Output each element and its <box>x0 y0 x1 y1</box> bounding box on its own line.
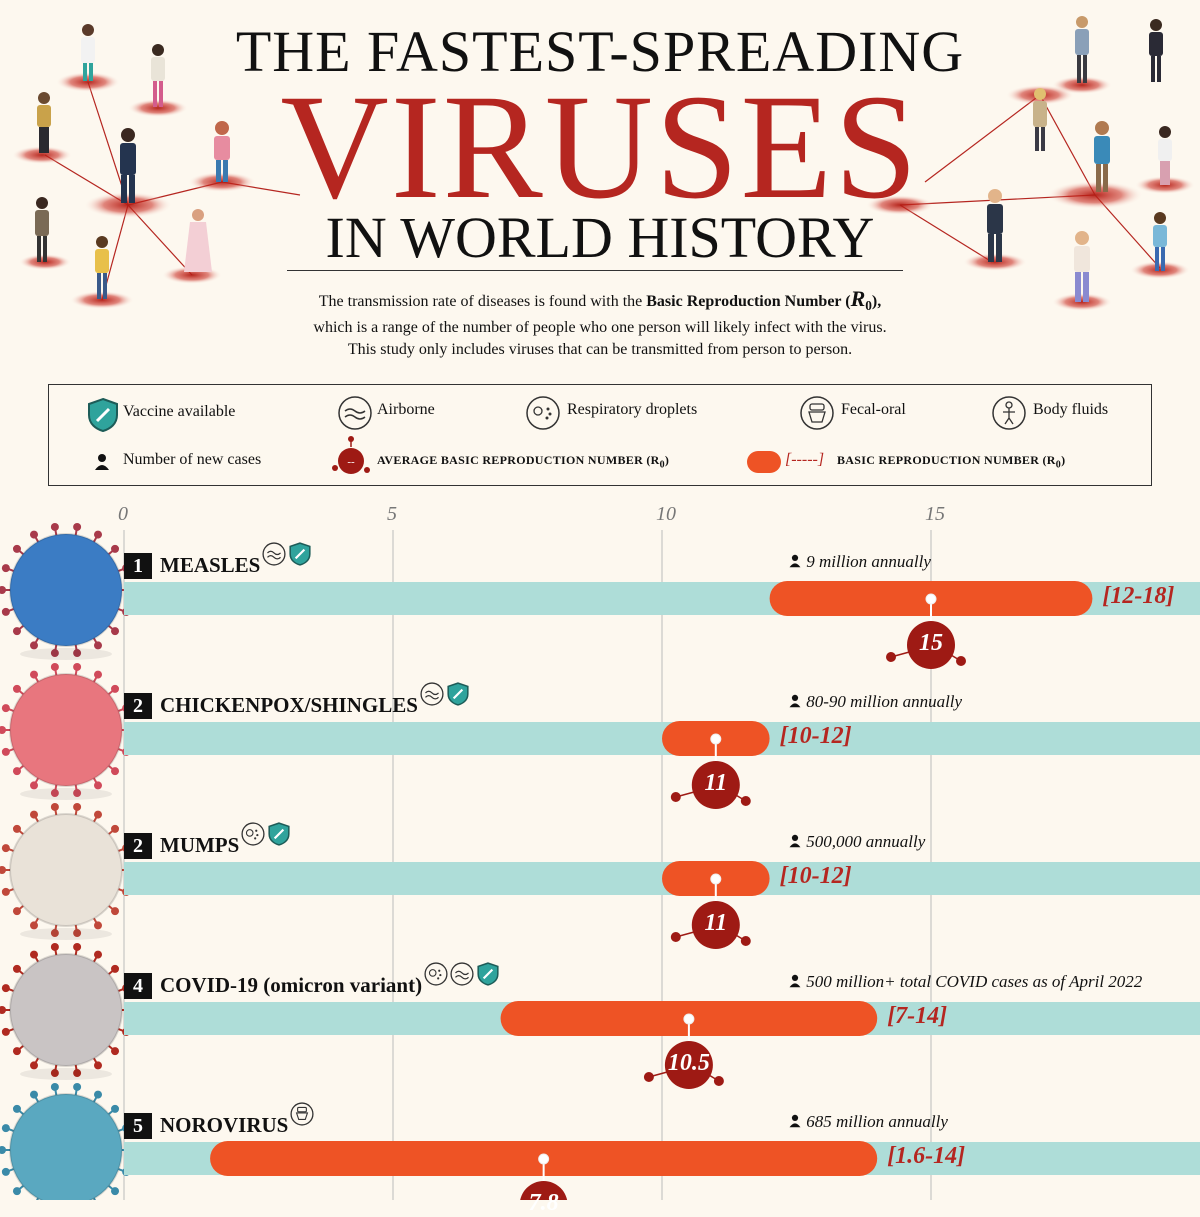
rank-badge: 2 <box>124 833 152 859</box>
respiratory-droplets-icon <box>241 822 265 846</box>
legend-range-r0: BASIC REPRODUCTION NUMBER (R0) <box>837 453 1066 471</box>
avg-value-label: 7.8 <box>528 1190 559 1216</box>
fecal-oral-icon <box>290 1102 314 1126</box>
legend-box: Vaccine available Airborne Respiratory d… <box>48 384 1152 486</box>
person-icon <box>789 974 801 988</box>
avg-marker <box>691 901 740 949</box>
range-label: [10-12] <box>779 723 852 749</box>
legend-new-cases: Number of new cases <box>123 451 262 468</box>
vaccine-icon <box>268 822 290 846</box>
x-tick-label: 5 <box>387 503 397 525</box>
virus-name: MEASLES <box>160 553 261 577</box>
x-tick-label: 0 <box>118 503 128 525</box>
airborne-icon <box>338 396 372 430</box>
rank-badge: 4 <box>124 973 152 999</box>
r0-chart: 0 5 10 15 1 MEASLES 9 million annually [12-18]… <box>0 490 1200 1216</box>
chart-labels: 0 5 10 15 1 MEASLES 9 million annually [12-18]… <box>0 490 1200 1216</box>
new-cases-value: 80-90 million annually <box>806 692 963 711</box>
avg-point <box>925 593 937 605</box>
x-tick-label: 15 <box>925 503 945 525</box>
person-icon <box>789 694 801 708</box>
avg-value-label: 11 <box>704 770 728 796</box>
range-marker-swatch <box>747 451 781 473</box>
range-label: [10-12] <box>779 863 852 889</box>
virus-name: MUMPS <box>160 833 240 857</box>
virus-illustration <box>0 662 134 800</box>
legend-fecal: Fecal-oral <box>841 401 906 418</box>
avg-marker <box>520 1181 568 1200</box>
virus-illustration <box>0 522 134 660</box>
chart-canvas <box>0 522 1200 1200</box>
virus-illustration <box>0 942 134 1080</box>
avg-point <box>538 1153 550 1165</box>
avg-r0-marker-icon: -- <box>332 436 370 474</box>
rank-badge: 1 <box>124 553 152 579</box>
legend-fluids: Body fluids <box>1033 401 1109 418</box>
virus-name-label: 2 MUMPS <box>124 822 291 859</box>
new-cases-value: 9 million annually <box>806 552 931 571</box>
range-label: [7-14] <box>887 1003 948 1029</box>
svg-text:--: -- <box>347 456 355 468</box>
avg-point <box>710 733 722 745</box>
new-cases-text: 500 million+ total COVID cases as of Apr… <box>788 972 1142 992</box>
fecal-oral-icon <box>800 396 834 430</box>
virus-name: CHICKENPOX/SHINGLES <box>160 693 418 717</box>
new-cases-text: 500,000 annually <box>788 832 925 852</box>
title-bottom: IN WORLD HISTORY <box>325 205 875 270</box>
virus-name-label: 2 CHICKENPOX/SHINGLES <box>124 682 470 719</box>
avg-value-label: 15 <box>919 630 943 656</box>
intro-line-1: The transmission rate of diseases is fou… <box>318 286 882 314</box>
vaccine-icon <box>289 542 311 566</box>
virus-name-label: 5 NOROVIRUS <box>124 1102 314 1139</box>
airborne-icon <box>262 542 286 566</box>
new-cases-value: 500,000 annually <box>806 832 926 851</box>
legend-airborne: Airborne <box>377 401 435 418</box>
rank-badge: 5 <box>124 1113 152 1139</box>
title-top: THE FASTEST-SPREADING <box>235 19 965 84</box>
vaccine-icon <box>88 397 118 433</box>
new-cases-value: 685 million annually <box>806 1112 948 1131</box>
person-icon <box>95 454 109 470</box>
legend-vaccine: Vaccine available <box>123 403 236 420</box>
avg-marker <box>907 621 955 669</box>
avg-marker <box>664 1041 713 1089</box>
vaccine-icon <box>477 962 499 986</box>
legend-range-marker: [-----] <box>785 451 825 468</box>
virus-name-label: 4 COVID-19 (omicron variant) <box>124 962 500 999</box>
rank-badge: 2 <box>124 693 152 719</box>
title-main: VIRUSES <box>280 64 920 230</box>
respiratory-droplets-icon <box>424 962 448 986</box>
new-cases-text: 685 million annually <box>788 1112 948 1132</box>
body-fluids-icon <box>992 396 1026 430</box>
intro-text: The transmission rate of diseases is fou… <box>150 288 1050 361</box>
legend-avg-r0: AVERAGE BASIC REPRODUCTION NUMBER (R0) <box>377 453 670 471</box>
new-cases-text: 80-90 million annually <box>788 692 962 712</box>
avg-value-label: 10.5 <box>667 1050 710 1076</box>
new-cases-value: 500 million+ total COVID cases as of Apr… <box>806 972 1143 991</box>
airborne-icon <box>420 682 444 706</box>
virus-name: COVID-19 (omicron variant) <box>160 973 423 997</box>
range-label: [1.6-14] <box>887 1143 966 1169</box>
title-divider <box>287 270 903 271</box>
new-cases-text: 9 million annually <box>788 552 931 572</box>
person-icon <box>789 1114 801 1128</box>
virus-name-label: 1 MEASLES <box>124 542 312 579</box>
legend-droplets: Respiratory droplets <box>567 401 698 418</box>
x-tick-label: 10 <box>656 503 676 525</box>
range-label: [12-18] <box>1102 583 1175 609</box>
avg-value-label: 11 <box>704 910 728 936</box>
respiratory-droplets-icon <box>526 396 560 430</box>
airborne-icon <box>450 962 474 986</box>
avg-marker <box>691 761 740 809</box>
virus-name: NOROVIRUS <box>160 1113 289 1137</box>
avg-point <box>710 873 722 885</box>
intro-line-2: which is a range of the number of people… <box>313 319 887 337</box>
vaccine-icon <box>447 682 469 706</box>
person-icon <box>789 834 801 848</box>
intro-line-3: This study only includes viruses that ca… <box>347 341 853 359</box>
avg-point <box>683 1013 695 1025</box>
person-icon <box>789 554 801 568</box>
